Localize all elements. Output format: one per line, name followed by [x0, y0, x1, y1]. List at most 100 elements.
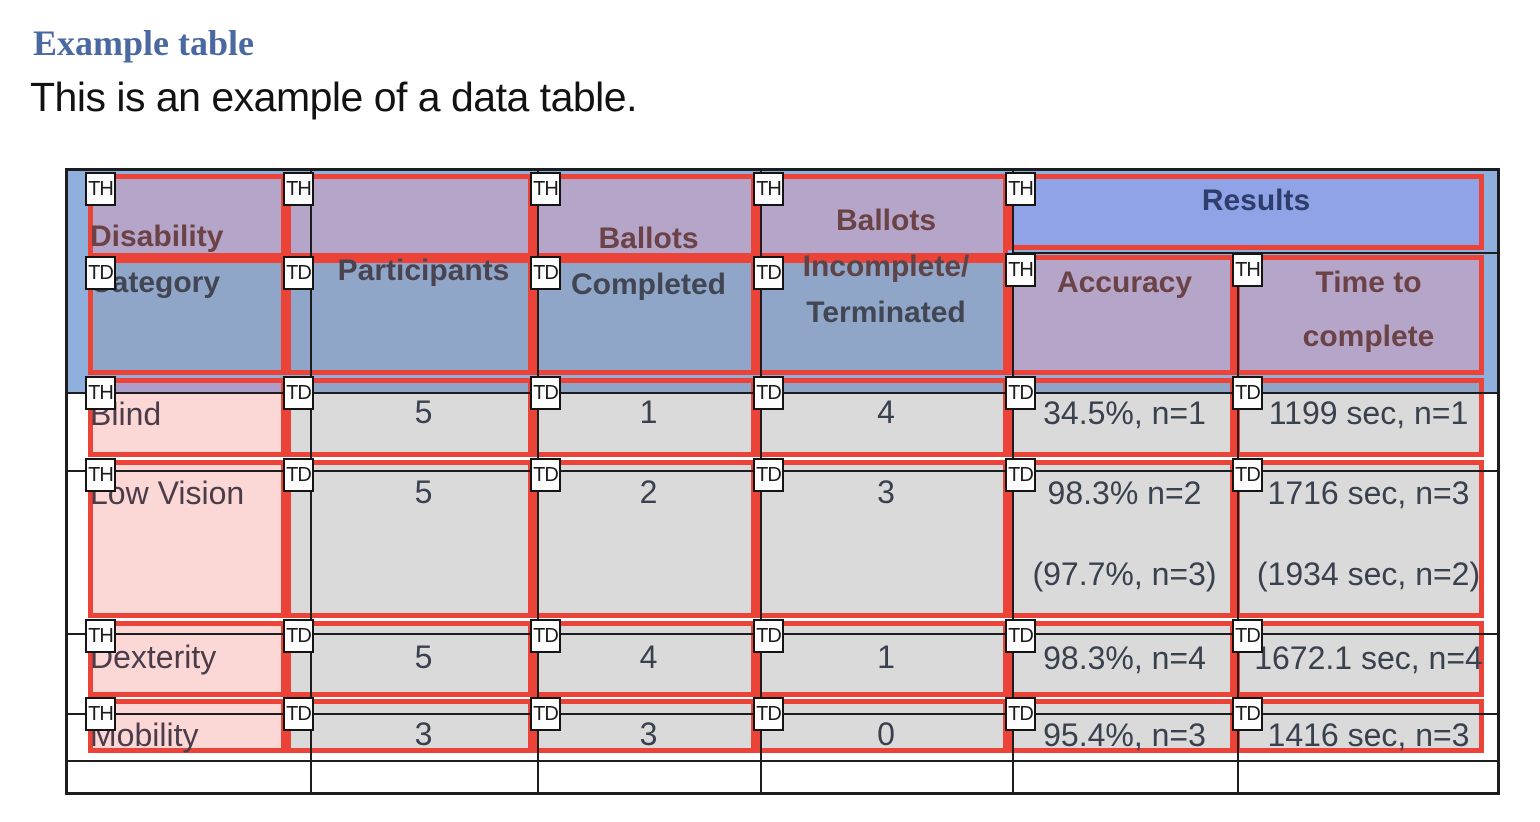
page-title: Example table — [33, 23, 254, 63]
header-disability-line1: Disability — [90, 220, 224, 253]
cell-dexterity-completed: 4 — [639, 639, 658, 675]
cell-blind-accuracy: 34.5%, n=1 — [1043, 395, 1206, 431]
row-header-lowvision: Low Vision — [90, 475, 245, 511]
cell-dexterity-incomplete: 1 — [877, 639, 895, 675]
header-time-line2: complete — [1302, 320, 1435, 353]
tag-chip-td: TD — [1005, 697, 1036, 731]
cell-lowvision-accuracy-line2: (97.7%, n=3) — [1032, 556, 1217, 592]
tag-chip-td: TD — [1005, 376, 1036, 410]
tag-chip-td: TD — [283, 697, 314, 731]
tag-chip-td: TD — [1005, 458, 1036, 492]
table-border-bottom — [65, 792, 1500, 795]
tag-region-th-lowvision — [88, 460, 286, 618]
tag-chip-th: TH — [530, 172, 561, 206]
tag-region-th-ballots-completed — [533, 174, 756, 258]
row-header-mobility: Mobility — [90, 717, 199, 753]
tag-region-td-ballots-incomplete — [756, 258, 1008, 375]
tag-chip-td: TD — [753, 458, 784, 492]
tag-chip-th: TH — [85, 619, 116, 653]
tag-chip-td: TD — [1005, 619, 1036, 653]
cell-mobility-time: 1416 sec, n=3 — [1267, 717, 1470, 753]
header-time-line1: Time to — [1315, 266, 1422, 299]
tag-chip-td: TD — [1232, 376, 1263, 410]
cell-dexterity-time: 1672.1 sec, n=4 — [1254, 640, 1483, 676]
tag-chip-th: TH — [283, 172, 314, 206]
tag-chip-th: TH — [85, 697, 116, 731]
tag-chip-th: TH — [1232, 253, 1263, 287]
tag-region-th-results — [1008, 174, 1484, 250]
cell-mobility-incomplete: 0 — [877, 716, 895, 752]
row-header-blind: Blind — [90, 396, 162, 432]
tag-chip-td: TD — [530, 256, 561, 290]
header-disability-line2: Category — [90, 266, 221, 299]
tag-chip-td: TD — [753, 376, 784, 410]
header-ballots-completed-line1: Ballots — [598, 222, 699, 255]
cell-blind-completed: 1 — [639, 394, 658, 430]
tag-region-td-blind-completed — [533, 378, 756, 457]
tag-region-th-accuracy — [1008, 255, 1235, 375]
tag-region-th-ballots-incomplete — [756, 174, 1008, 258]
header-ballots-incomplete-line2: Incomplete/ — [802, 250, 970, 283]
tag-chip-td: TD — [283, 458, 314, 492]
tag-chip-td: TD — [1232, 697, 1263, 731]
tag-chip-td: TD — [753, 619, 784, 653]
cell-mobility-participants: 3 — [414, 716, 433, 752]
header-ballots-completed-line2: Completed — [570, 268, 726, 301]
tag-region-th-mobility — [88, 699, 286, 753]
tag-chip-td: TD — [753, 697, 784, 731]
tag-chip-td: TD — [753, 256, 784, 290]
tag-chip-td: TD — [283, 376, 314, 410]
tag-region-td-lowvision-participants — [286, 460, 533, 618]
cell-lowvision-time-line2: (1934 sec, n=2) — [1256, 556, 1481, 592]
tag-region-th-disability — [88, 174, 286, 258]
cell-blind-participants: 5 — [414, 394, 433, 430]
cell-lowvision-incomplete: 3 — [877, 474, 895, 510]
table-border-top — [65, 168, 1500, 171]
header-accuracy: Accuracy — [1056, 266, 1193, 299]
header-participants: Participants — [337, 254, 510, 287]
tag-region-th-participants — [286, 174, 533, 258]
page-subtitle: This is an example of a data table. — [30, 74, 637, 120]
tag-region-td-blind-participants — [286, 378, 533, 457]
tag-chip-th: TH — [85, 172, 116, 206]
row-header-dexterity: Dexterity — [90, 639, 217, 675]
tag-region-td-lowvision-accuracy — [1008, 460, 1235, 618]
tag-chip-td: TD — [530, 376, 561, 410]
header-ballots-incomplete-line1: Ballots — [835, 204, 937, 237]
tag-region-td-blind-time — [1235, 378, 1484, 457]
cell-mobility-accuracy: 95.4%, n=3 — [1043, 717, 1206, 753]
tag-chip-th: TH — [1005, 253, 1036, 287]
header-results: Results — [1201, 184, 1311, 217]
tag-chip-th: TH — [85, 376, 116, 410]
tag-chip-td: TD — [283, 256, 314, 290]
tag-region-td-mobility-participants — [286, 699, 533, 753]
cell-lowvision-participants: 5 — [414, 474, 433, 510]
tag-region-td-blind-incomplete — [756, 378, 1008, 457]
tag-region-td-lowvision-incomplete — [756, 460, 1008, 618]
tag-chip-td: TD — [530, 458, 561, 492]
tag-region-td-ballots-completed — [533, 258, 756, 375]
tag-region-td-disability — [88, 258, 286, 375]
tag-region-td-lowvision-time — [1235, 460, 1484, 618]
cell-blind-time: 1199 sec, n=1 — [1268, 395, 1469, 431]
table-border-right — [1497, 168, 1500, 795]
table-gridline — [1237, 252, 1239, 795]
table-border-left — [65, 168, 68, 795]
table-gridline — [65, 760, 1500, 762]
tag-region-td-blind-accuracy — [1008, 378, 1235, 457]
tag-chip-td: TD — [530, 697, 561, 731]
tag-chip-th: TH — [753, 172, 784, 206]
tag-chip-td: TD — [283, 619, 314, 653]
tag-region-td-lowvision-completed — [533, 460, 756, 618]
cell-mobility-completed: 3 — [639, 716, 658, 752]
cell-lowvision-time-line1: 1716 sec, n=3 — [1267, 475, 1470, 511]
tag-region-td-mobility-incomplete — [756, 699, 1008, 753]
tag-chip-th: TH — [85, 458, 116, 492]
header-ballots-incomplete-line3: Terminated — [806, 296, 966, 329]
tag-chip-th: TH — [1005, 172, 1036, 206]
tag-chip-td: TD — [530, 619, 561, 653]
cell-lowvision-accuracy-line1: 98.3% n=2 — [1047, 475, 1202, 511]
cell-dexterity-participants: 5 — [414, 639, 433, 675]
tag-region-td-mobility-completed — [533, 699, 756, 753]
